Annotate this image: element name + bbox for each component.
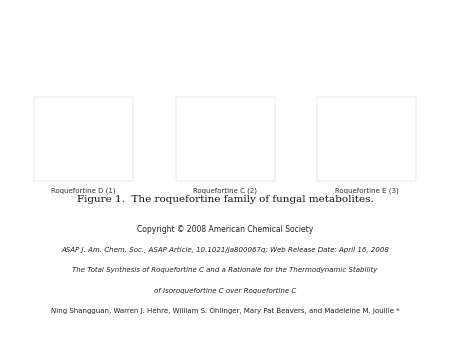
Text: Copyright © 2008 American Chemical Society: Copyright © 2008 American Chemical Socie… (137, 225, 313, 234)
Text: Roquefortine C (2): Roquefortine C (2) (193, 187, 257, 194)
Text: J O U R N A L   O F   T H E   A M E R I C A N   C H E M I C A L   S O C I E T Y: J O U R N A L O F T H E A M E R I C A N … (63, 5, 387, 13)
Text: Copyright © American Chemical Society: Copyright © American Chemical Society (309, 326, 436, 332)
Text: Roquefortine E (3): Roquefortine E (3) (335, 187, 399, 194)
Text: ASAP J. Am. Chem. Soc., ASAP Article, 10.1021/ja800067q; Web Release Date: April: ASAP J. Am. Chem. Soc., ASAP Article, 10… (61, 246, 389, 253)
Text: Figure 1.  The roquefortine family of fungal metabolites.: Figure 1. The roquefortine family of fun… (76, 195, 373, 203)
FancyBboxPatch shape (317, 97, 416, 181)
Text: of Isoroquefortine C over Roquefortine C: of Isoroquefortine C over Roquefortine C (154, 288, 296, 294)
FancyBboxPatch shape (34, 97, 133, 181)
Text: Roquefortine D (1): Roquefortine D (1) (51, 187, 116, 194)
Text: The Total Synthesis of Roquefortine C and a Rationale for the Thermodynamic Stab: The Total Synthesis of Roquefortine C an… (72, 267, 378, 273)
Text: Ning Shangguan, Warren J. Hehre, William S. Ohlinger, Mary Pat Beavers, and Made: Ning Shangguan, Warren J. Hehre, William… (51, 308, 399, 314)
FancyBboxPatch shape (176, 97, 274, 181)
